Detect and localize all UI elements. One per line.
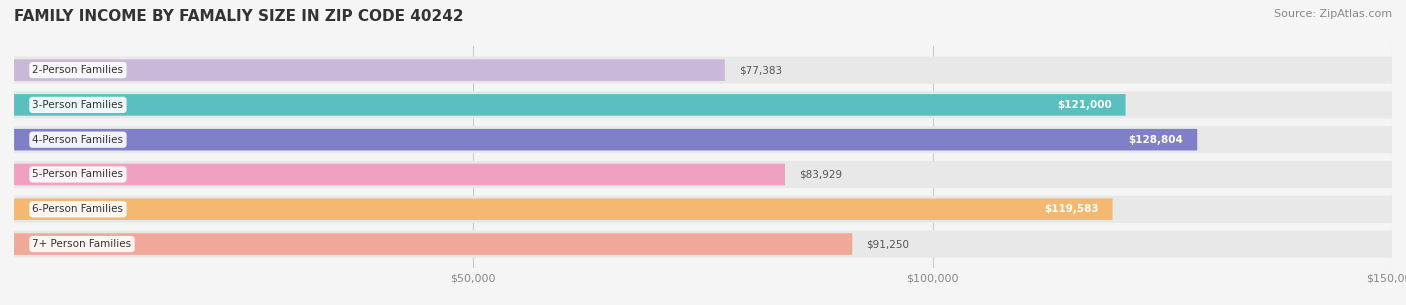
Text: $128,804: $128,804 [1129,135,1184,145]
Text: $77,383: $77,383 [738,65,782,75]
FancyBboxPatch shape [14,91,1392,118]
FancyBboxPatch shape [14,161,1392,188]
FancyBboxPatch shape [14,196,1392,223]
Text: 2-Person Families: 2-Person Families [32,65,124,75]
Text: 3-Person Families: 3-Person Families [32,100,124,110]
FancyBboxPatch shape [14,94,1126,116]
Text: $91,250: $91,250 [866,239,910,249]
Text: 5-Person Families: 5-Person Families [32,170,124,179]
FancyBboxPatch shape [14,129,1198,150]
FancyBboxPatch shape [14,233,852,255]
FancyBboxPatch shape [14,164,785,185]
Text: 7+ Person Families: 7+ Person Families [32,239,132,249]
Text: Source: ZipAtlas.com: Source: ZipAtlas.com [1274,9,1392,19]
FancyBboxPatch shape [14,126,1392,153]
Text: $83,929: $83,929 [799,170,842,179]
Text: 4-Person Families: 4-Person Families [32,135,124,145]
Text: FAMILY INCOME BY FAMALIY SIZE IN ZIP CODE 40242: FAMILY INCOME BY FAMALIY SIZE IN ZIP COD… [14,9,464,24]
Text: $121,000: $121,000 [1057,100,1112,110]
FancyBboxPatch shape [14,59,725,81]
FancyBboxPatch shape [14,231,1392,258]
FancyBboxPatch shape [14,199,1112,220]
FancyBboxPatch shape [14,56,1392,84]
Text: 6-Person Families: 6-Person Families [32,204,124,214]
Text: $119,583: $119,583 [1045,204,1098,214]
